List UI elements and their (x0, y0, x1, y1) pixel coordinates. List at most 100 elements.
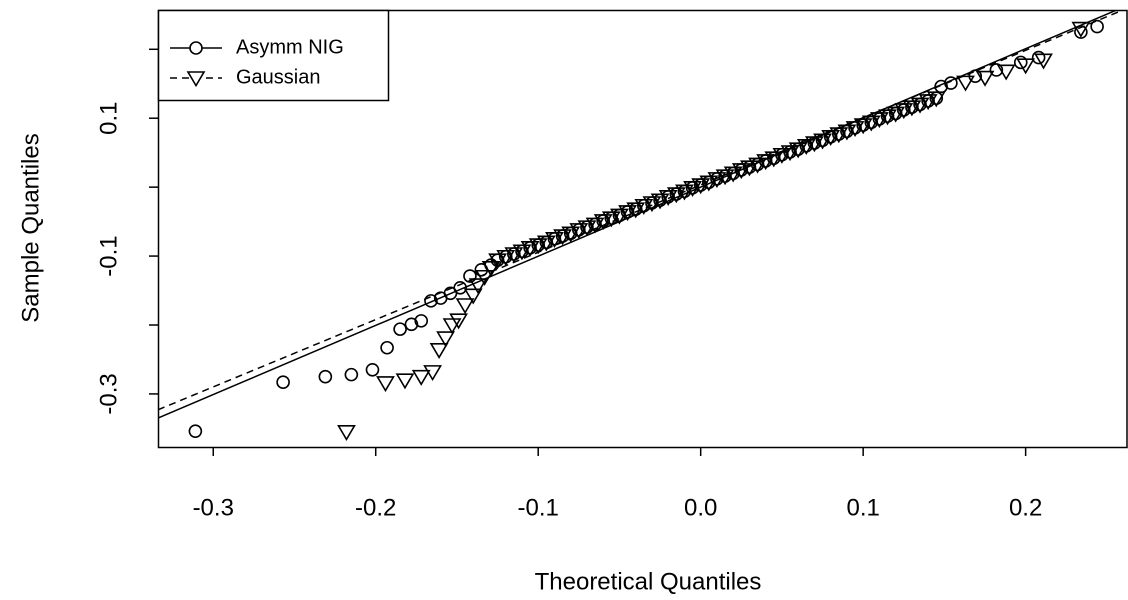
point (411, 369, 431, 386)
x-tick-label: -0.3 (193, 494, 234, 521)
point (715, 169, 735, 186)
point (707, 172, 727, 189)
point (788, 142, 808, 159)
point (756, 154, 776, 171)
point (488, 253, 507, 270)
point (449, 313, 468, 330)
y-tick-label: -0.3 (95, 373, 122, 414)
point (658, 189, 678, 206)
legend-label: Asymm NIG (236, 36, 344, 58)
point (395, 373, 415, 390)
point (380, 340, 394, 355)
x-tick-label: -0.2 (355, 494, 396, 521)
point (740, 160, 759, 177)
point (528, 238, 548, 255)
point (996, 64, 1016, 81)
point (610, 208, 629, 225)
point (675, 184, 694, 201)
point (796, 138, 816, 155)
point (569, 223, 589, 240)
point (956, 75, 975, 92)
point (520, 240, 540, 257)
y-axis-label: Sample Quantiles (17, 133, 44, 322)
point (337, 425, 356, 442)
point (805, 136, 824, 153)
point (642, 196, 662, 213)
point (618, 205, 637, 222)
point (894, 103, 914, 120)
point (1034, 53, 1053, 70)
point (989, 63, 1004, 77)
y-tick-label: -0.1 (95, 235, 122, 276)
point (878, 109, 897, 126)
point (496, 249, 516, 266)
x-tick-label: -0.1 (518, 494, 559, 521)
point (376, 376, 395, 393)
point (780, 145, 800, 162)
point (886, 106, 906, 123)
legend-label: Gaussian (236, 66, 321, 88)
point (553, 229, 572, 246)
point (423, 365, 442, 382)
legend-marker (189, 41, 203, 55)
x-tick-label: 0.0 (684, 494, 717, 521)
point (463, 288, 483, 305)
plot-frame (157, 9, 1128, 449)
point (1016, 58, 1036, 75)
point (829, 127, 849, 144)
point (453, 280, 468, 295)
point (902, 100, 922, 117)
point (393, 322, 407, 336)
point (926, 91, 946, 108)
point (1013, 55, 1028, 70)
point (918, 94, 938, 111)
point (475, 269, 494, 286)
point (424, 294, 438, 308)
point (813, 133, 832, 150)
point (561, 226, 581, 243)
point (455, 298, 475, 315)
point (748, 157, 767, 174)
point (975, 70, 995, 87)
point (436, 331, 455, 348)
point (463, 269, 477, 283)
plot-area (158, 10, 1125, 442)
point (545, 232, 564, 249)
point (601, 211, 621, 228)
point (585, 217, 605, 234)
legend-marker (186, 71, 206, 88)
point (188, 424, 203, 438)
reference-line (158, 10, 1125, 411)
point (577, 220, 597, 237)
point (626, 202, 646, 219)
point (666, 187, 686, 204)
point (429, 343, 449, 359)
point (404, 317, 419, 332)
point (1074, 25, 1088, 39)
point (318, 369, 333, 384)
point (845, 121, 865, 138)
x-tick-label: 0.1 (846, 494, 879, 521)
point (837, 124, 857, 141)
point (683, 181, 702, 198)
point (481, 260, 501, 277)
point (910, 97, 930, 114)
point (536, 235, 556, 252)
point (276, 375, 290, 390)
point (344, 367, 359, 382)
legend: Asymm NIG Gaussian (157, 9, 390, 102)
point (870, 112, 889, 129)
point (650, 193, 670, 210)
point (593, 214, 613, 231)
point (699, 175, 719, 192)
point (772, 147, 792, 164)
point (853, 118, 873, 135)
point (1090, 19, 1104, 34)
point (414, 314, 429, 328)
point (512, 244, 532, 261)
point (861, 115, 881, 132)
point (764, 151, 784, 168)
x-tick-label: 0.2 (1009, 494, 1042, 521)
